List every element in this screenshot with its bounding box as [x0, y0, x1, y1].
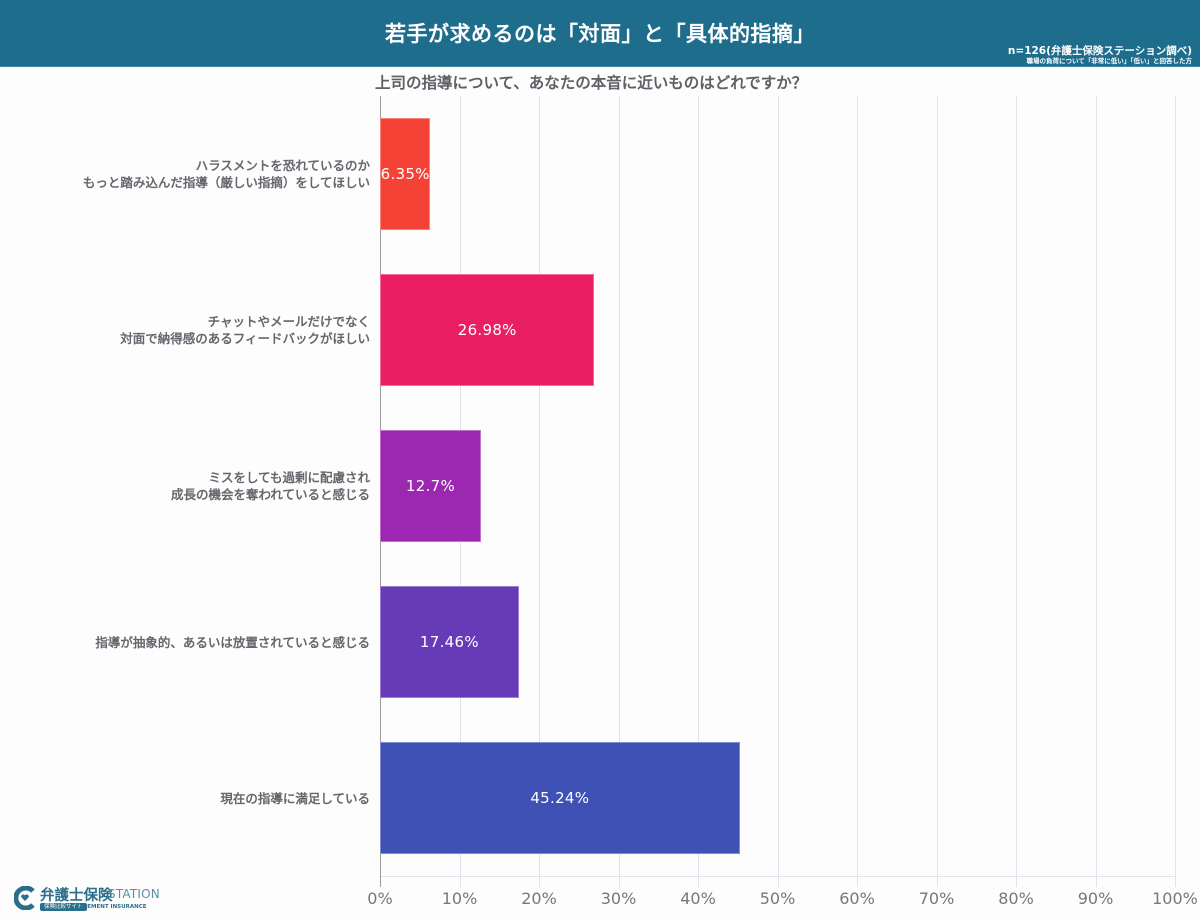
- bar: 17.46%: [380, 586, 519, 698]
- bar-value-label: 12.7%: [405, 477, 456, 495]
- plot-area: 6.35% 26.98% 12.7% 17.46% 45.24%: [380, 96, 1176, 887]
- category-label-line: チャットやメールだけでなく: [207, 314, 370, 329]
- category-label: 指導が抽象的、あるいは放置されていると感じる: [10, 586, 370, 698]
- category-label-line: 成長の機会を奪われていると感じる: [170, 487, 370, 502]
- logo-badge: 保険比較サイト: [40, 903, 87, 911]
- category-label-line: ハラスメントを恐れているのか: [195, 158, 370, 173]
- gridline: [1175, 96, 1176, 887]
- chart-title: 若手が求めるのは「対面」と「具体的指摘」: [385, 22, 815, 46]
- gridline: [698, 96, 699, 887]
- heart-c-logo-icon: [14, 886, 35, 910]
- category-label-line: もっと踏み込んだ指導（厳しい指摘）をしてほしい: [82, 175, 370, 190]
- x-tick-label: 90%: [1077, 889, 1114, 908]
- gridline: [1095, 96, 1097, 887]
- bar: 26.98%: [380, 274, 595, 386]
- chart-header: 若手が求めるのは「対面」と「具体的指摘」 n=126(弁護士保険ステーション調べ…: [0, 0, 1200, 67]
- gridline: [857, 96, 858, 887]
- x-tick-label: 100%: [1152, 889, 1198, 908]
- category-label: ミスをしても過剰に配慮され成長の機会を奪われていると感じる: [10, 430, 370, 542]
- logo-suffix: STATION: [108, 887, 160, 901]
- respondent-note: 職場の負荷について「非常に低い」「低い」と回答した方: [1026, 57, 1192, 65]
- x-tick-label: 10%: [441, 889, 478, 908]
- gridline: [1016, 96, 1017, 887]
- bar-value-label: 45.24%: [530, 789, 590, 807]
- logo-subtitle: ELEMENT INSURANCE: [80, 904, 147, 910]
- x-tick-label: 20%: [521, 889, 557, 908]
- x-tick-label: 30%: [600, 889, 637, 908]
- x-tick-label: 50%: [759, 889, 796, 908]
- category-label: ハラスメントを恐れているのかもっと踏み込んだ指導（厳しい指摘）をしてほしい: [10, 118, 370, 230]
- category-label-line: 指導が抽象的、あるいは放置されていると感じる: [95, 634, 370, 650]
- category-label-line: ミスをしても過剰に配慮され: [208, 470, 370, 485]
- gridline: [936, 96, 938, 887]
- logo-name: 弁護士保険: [40, 888, 113, 904]
- x-tick-label: 0%: [367, 889, 393, 908]
- survey-question: 上司の指導について、あなたの本音に近いものはどれですか？: [375, 74, 808, 92]
- bar-value-label: 6.35%: [380, 165, 430, 183]
- bar-value-label: 17.46%: [419, 633, 479, 651]
- bar: 6.35%: [380, 118, 431, 230]
- x-tick-label: 70%: [918, 889, 955, 908]
- bar: 12.7%: [380, 430, 481, 542]
- category-label: 現在の指導に満足している: [10, 742, 370, 854]
- category-label: チャットやメールだけでなく対面で納得感のあるフィードバックがほしい: [10, 274, 370, 386]
- gridline: [539, 96, 540, 887]
- category-label-line: 現在の指導に満足している: [220, 790, 370, 806]
- x-tick-label: 60%: [839, 889, 875, 908]
- x-tick-label: 80%: [998, 889, 1034, 908]
- bar: 45.24%: [380, 742, 740, 854]
- survey-note: n=126(弁護士保険ステーション調べ) 職場の負荷について「非常に低い」「低い…: [1008, 45, 1192, 66]
- gridline: [777, 96, 779, 887]
- x-tick-label: 40%: [680, 889, 716, 908]
- category-label-line: 対面で納得感のあるフィードバックがほしい: [120, 331, 370, 346]
- bar-value-label: 26.98%: [457, 321, 517, 339]
- brand-logo: 弁護士保険 STATION 保険比較サイト ELEMENT INSURANCE: [14, 884, 164, 914]
- sample-size-note: n=126(弁護士保険ステーション調べ): [1007, 45, 1192, 57]
- gridline: [618, 96, 620, 887]
